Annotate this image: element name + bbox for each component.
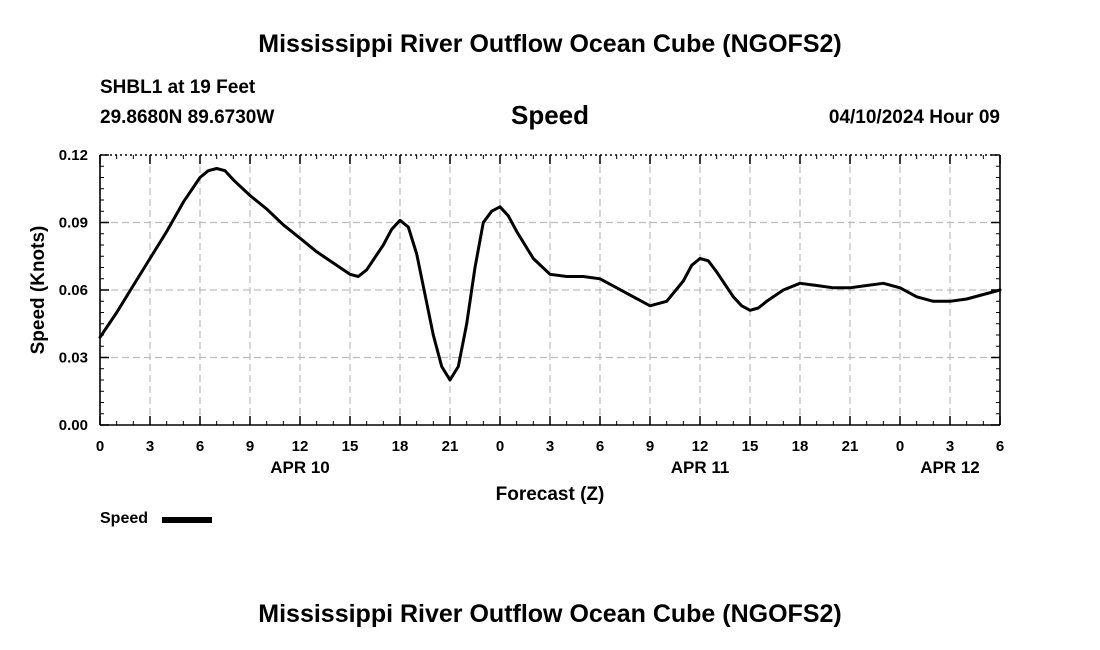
- x-tick-label: 0: [896, 438, 904, 455]
- legend-label: Speed: [100, 510, 149, 527]
- chart-title: Mississippi River Outflow Ocean Cube (NG…: [258, 30, 842, 58]
- x-tick-label: 15: [742, 438, 759, 455]
- date-label: APR 12: [920, 458, 980, 477]
- y-tick-label: 0.06: [59, 282, 88, 299]
- x-tick-label: 15: [342, 438, 359, 455]
- series-layer: [98, 167, 1002, 382]
- x-tick-label: 6: [196, 438, 204, 455]
- station-coordinates: 29.8680N 89.6730W: [100, 107, 275, 128]
- x-tick-label: 12: [292, 438, 309, 455]
- x-tick-label: 18: [392, 438, 409, 455]
- y-tick-label: 0.09: [59, 215, 88, 232]
- date-label: APR 10: [270, 458, 330, 477]
- speed-series-line: [98, 167, 1002, 382]
- x-tick-label: 12: [692, 438, 709, 455]
- y-axis-label: Speed (Knots): [28, 226, 49, 355]
- x-tick-label: 18: [792, 438, 809, 455]
- x-tick-label: 3: [146, 438, 154, 455]
- x-tick-label: 9: [646, 438, 654, 455]
- x-tick-label: 21: [842, 438, 859, 455]
- x-tick-label: 3: [946, 438, 954, 455]
- station-label: SHBL1 at 19 Feet: [100, 77, 256, 98]
- footer-title: Mississippi River Outflow Ocean Cube (NG…: [258, 600, 842, 628]
- y-tick-label: 0.00: [59, 417, 88, 434]
- grid-lines: [100, 155, 1000, 425]
- legend-line-swatch: [162, 517, 212, 523]
- x-tick-label: 3: [546, 438, 554, 455]
- date-label: APR 11: [671, 458, 730, 477]
- y-tick-label: 0.12: [59, 147, 88, 164]
- x-tick-label: 0: [96, 438, 104, 455]
- x-tick-label: 21: [442, 438, 459, 455]
- forecast-datetime: 04/10/2024 Hour 09: [828, 107, 1000, 128]
- x-tick-label: 6: [596, 438, 604, 455]
- tick-marks: [99, 154, 1001, 426]
- y-tick-label: 0.03: [59, 350, 88, 367]
- x-tick-label: 6: [996, 438, 1004, 455]
- tick-labels: 0 3 6 9 12 15 18 21 0 3 6 9 12 15 18 21 0 3 6 0.00 0.03 0.06 0…: [59, 147, 1004, 477]
- x-axis-label: Forecast (Z): [496, 484, 605, 505]
- x-tick-label: 9: [246, 438, 254, 455]
- x-tick-label: 0: [496, 438, 504, 455]
- variable-title: Speed: [510, 100, 590, 130]
